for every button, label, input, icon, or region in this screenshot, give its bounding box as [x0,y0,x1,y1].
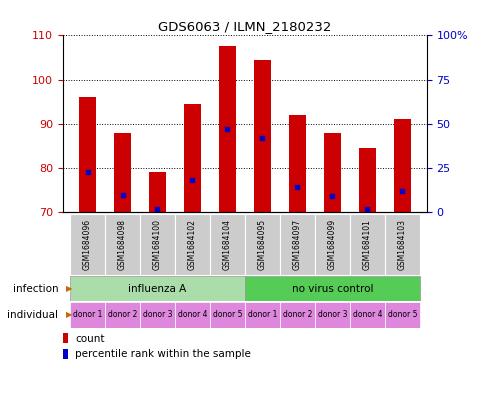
Text: infection: infection [13,284,58,294]
Bar [349,302,384,328]
Text: donor 4: donor 4 [352,310,381,320]
Bar [140,214,175,275]
Bar [253,60,271,212]
Title: GDS6063 / ILMN_2180232: GDS6063 / ILMN_2180232 [158,20,331,33]
Text: ▶: ▶ [65,310,72,320]
Text: donor 5: donor 5 [387,310,416,320]
Text: GSM1684102: GSM1684102 [188,219,197,270]
Bar [63,333,68,343]
Bar [218,46,236,212]
Bar [314,214,349,275]
Bar [384,302,419,328]
Bar [323,133,340,212]
Bar [288,115,305,212]
Bar [279,302,314,328]
Bar [105,302,140,328]
Text: GSM1684099: GSM1684099 [327,219,336,270]
Bar [114,133,131,212]
Text: influenza A: influenza A [128,284,186,294]
Bar [140,302,175,328]
Text: no virus control: no virus control [291,284,372,294]
Bar [175,214,210,275]
Text: donor 2: donor 2 [107,310,137,320]
Text: GSM1684100: GSM1684100 [152,219,162,270]
Bar [244,214,279,275]
Text: donor 1: donor 1 [247,310,276,320]
Bar [78,97,96,212]
Bar [244,302,279,328]
Text: donor 3: donor 3 [142,310,172,320]
Text: GSM1684103: GSM1684103 [397,219,406,270]
Bar [384,214,419,275]
Text: count: count [75,334,104,343]
Text: GSM1684098: GSM1684098 [118,219,127,270]
Text: donor 5: donor 5 [212,310,242,320]
Text: GSM1684097: GSM1684097 [292,219,301,270]
Bar [63,349,68,359]
Text: GSM1684101: GSM1684101 [362,219,371,270]
Text: GSM1684104: GSM1684104 [223,219,231,270]
Text: donor 2: donor 2 [282,310,311,320]
Bar [210,214,244,275]
Text: donor 1: donor 1 [73,310,102,320]
Bar [70,302,105,328]
Text: GSM1684096: GSM1684096 [83,219,92,270]
Bar [175,302,210,328]
Bar [393,119,410,212]
Bar [149,173,166,212]
Bar [70,276,244,301]
Text: ▶: ▶ [65,284,72,293]
Text: percentile rank within the sample: percentile rank within the sample [75,349,250,359]
Bar [183,104,201,212]
Bar [314,302,349,328]
Bar [105,214,140,275]
Bar [279,214,314,275]
Bar [210,302,244,328]
Bar [358,148,375,212]
Text: GSM1684095: GSM1684095 [257,219,266,270]
Text: donor 4: donor 4 [177,310,207,320]
Text: individual: individual [7,310,58,320]
Bar [244,276,419,301]
Bar [70,214,105,275]
Bar [349,214,384,275]
Text: donor 3: donor 3 [317,310,347,320]
